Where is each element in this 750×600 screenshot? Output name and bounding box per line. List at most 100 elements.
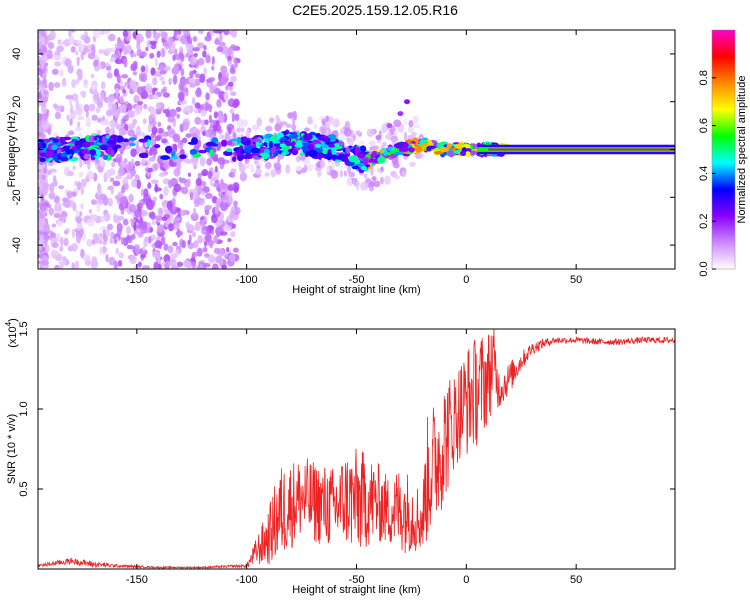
heatmap-cell [105,126,111,135]
heatmap-cell [226,246,230,253]
heatmap-cell [189,192,194,201]
heatmap-cell [227,48,233,56]
heatmap-cell [250,147,261,154]
heatmap-cell [141,210,148,217]
heatmap-cell [397,111,404,117]
x-axis-label: Height of straight line (km) [292,284,420,296]
heatmap-cell [211,196,218,204]
heatmap-cell [331,154,338,160]
heatmap-cell [197,235,203,244]
heatmap-cell [83,79,88,85]
heatmap-cell [132,118,137,125]
heatmap-cell [86,218,95,227]
heatmap-cell [105,253,109,263]
heatmap-cell [130,168,136,177]
heatmap-cell [140,65,146,73]
heatmap-cell [307,149,318,158]
heatmap-cell [147,222,151,229]
heatmap-cell [75,234,82,244]
heatmap-cell [173,63,179,72]
heatmap-cell [380,165,384,172]
heatmap-cell [58,185,65,190]
heatmap-cell [109,57,114,63]
x-axis-label: Height of straight line (km) [292,584,420,596]
heatmap-cell [184,30,190,37]
heatmap-cell [105,118,109,126]
heatmap-cell [173,183,182,193]
heatmap-cell [75,107,83,116]
heatmap-cell [46,49,53,60]
heatmap-cell [44,150,55,158]
heatmap-cell [129,218,136,223]
heatmap-cell [103,212,111,222]
heatmap-cell [264,161,272,170]
heatmap-cell [214,165,218,173]
heatmap-cell [194,160,199,166]
y-tick-label: -20 [11,189,23,205]
heatmap-cell [124,81,129,87]
heatmap-cell [369,181,375,187]
heatmap-cell [354,146,360,154]
heatmap-cell [187,172,192,177]
heatmap-cell [359,145,367,153]
heatmap-cell [372,150,377,157]
heatmap-cell [163,204,167,215]
heatmap-cell [147,123,153,133]
heatmap-cell [201,168,209,177]
heatmap-cell [186,224,194,232]
heatmap-cells [38,30,675,269]
heatmap-cell [163,32,168,41]
heatmap-cell [76,56,80,67]
heatmap-cell [89,104,95,112]
heatmap-cell [256,165,260,170]
heatmap-cell [157,127,164,134]
heatmap-cell [227,238,232,243]
heatmap-cell [140,188,145,197]
colorbar-tick-label: 0.4 [698,166,710,181]
heatmap-cell [172,133,181,143]
heatmap-cell [60,236,64,247]
heatmap-cell [158,172,166,178]
heatmap-cell [114,111,120,119]
heatmap-cell [67,130,75,136]
heatmap-cell [105,229,111,238]
heatmap-cell [205,226,210,235]
heatmap-cell [40,45,48,54]
heatmap-cell [346,137,352,143]
heatmap-cell [145,83,153,92]
heatmap-cell [79,90,86,97]
heatmap-cell [209,149,215,156]
heatmap-cell [149,106,157,117]
heatmap-cell [53,54,62,61]
heatmap-cell [38,33,42,40]
heatmap-cell [116,195,121,205]
heatmap-cell [202,50,207,58]
heatmap-cell [66,190,73,199]
heatmap-cell [236,136,242,144]
heatmap-cell [133,94,140,104]
heatmap-cell [41,260,50,266]
x-tick-label: 0 [463,574,469,586]
heatmap-cell [112,180,121,187]
heatmap-cell [218,191,223,197]
heatmap-cell [186,260,192,269]
heatmap-cell [126,244,134,250]
heatmap-cell [256,117,263,127]
heatmap-cell [146,30,152,39]
heatmap-cell [200,109,207,117]
heatmap-cell [213,234,219,244]
heatmap-cell [216,99,222,108]
heatmap-cell [41,142,47,149]
heatmap-cell [270,169,276,178]
heatmap-cell [203,262,211,268]
heatmap-cell [191,261,197,269]
heatmap-cell [194,221,201,232]
heatmap-cell [78,171,84,178]
heatmap-cell [122,198,127,206]
heatmap-cell [175,245,180,251]
heatmap-cell [127,109,136,119]
x-tick-label: 50 [570,574,582,586]
heatmap-cell [190,212,199,222]
heatmap-cell [38,77,41,83]
heatmap-cell [116,40,125,47]
